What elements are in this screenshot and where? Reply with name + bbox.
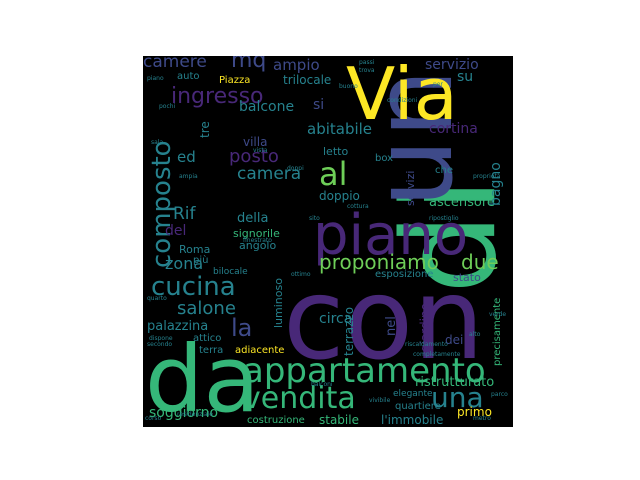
word-pochi: pochi bbox=[159, 103, 176, 110]
word-primo: primo bbox=[457, 405, 492, 419]
word-proprieta: proprietà bbox=[473, 173, 501, 180]
word-servizio: servizio bbox=[425, 57, 479, 73]
word-camera: camera bbox=[237, 164, 302, 184]
word-abitabile: abitabile bbox=[307, 120, 373, 138]
word-angolo: angolo bbox=[239, 239, 277, 252]
word-riscaldamento: riscaldamento bbox=[405, 341, 448, 348]
word-ampio: ampio bbox=[273, 56, 320, 74]
word-bagno: bagno bbox=[488, 162, 504, 206]
word-piazza: Piazza bbox=[219, 75, 251, 86]
word-una: una bbox=[431, 381, 484, 414]
word-residenziale: residenziale bbox=[177, 411, 213, 418]
word-sito: sito bbox=[309, 215, 320, 222]
word-elegante: elegante bbox=[393, 389, 433, 399]
word-corso: corso bbox=[145, 415, 162, 422]
word-cottura: cottura bbox=[347, 203, 369, 210]
word-cloud: di con da un Via piano appartamento vend… bbox=[143, 56, 513, 427]
word-esposizione: esposizione bbox=[375, 269, 434, 280]
word-precisamente: precisamente bbox=[492, 297, 503, 366]
word-trilocale: trilocale bbox=[283, 73, 332, 87]
word-circa: circa bbox=[319, 311, 353, 327]
word-quartiere: quartiere bbox=[395, 401, 441, 412]
word-villa: villa bbox=[243, 135, 268, 149]
word-finestrato: finestrato bbox=[243, 237, 272, 244]
word-del: del bbox=[165, 223, 187, 239]
word-alto: alto bbox=[469, 331, 481, 338]
word-adiacente: adiacente bbox=[235, 345, 285, 356]
word-vista: vista bbox=[253, 147, 268, 154]
word-rif: Rif bbox=[173, 204, 196, 224]
word-zona: zona bbox=[165, 254, 204, 273]
word-trova: trova bbox=[359, 67, 375, 74]
word-via: Via bbox=[346, 56, 458, 136]
word-nel: nel bbox=[384, 316, 399, 336]
word-metro: metro bbox=[473, 415, 491, 422]
word-passi: passi bbox=[359, 59, 375, 66]
word-bilocale: bilocale bbox=[213, 267, 248, 277]
word-che: che bbox=[435, 165, 453, 176]
word-condizioni: condizioni bbox=[387, 97, 418, 104]
word-piano-small: piano bbox=[147, 75, 164, 82]
word-proponiamo: proponiamo bbox=[319, 250, 439, 274]
word-auto: auto bbox=[177, 71, 200, 82]
word-ristrutturato: ristrutturato bbox=[415, 375, 495, 390]
word-cucina: cucina bbox=[151, 272, 236, 302]
word-per: per bbox=[433, 81, 443, 88]
word-vivibile: vivibile bbox=[369, 397, 391, 404]
word-ottimo: ottimo bbox=[291, 271, 311, 278]
word-palazzina: palazzina bbox=[147, 319, 209, 334]
word-quarto: quarto bbox=[147, 295, 167, 302]
word-buono: buono bbox=[339, 83, 358, 90]
word-servizi: servizi bbox=[404, 170, 417, 206]
word-luminoso: luminoso bbox=[272, 278, 285, 328]
word-box: box bbox=[375, 153, 394, 164]
word-piano: piano bbox=[313, 203, 469, 268]
word-terrazzo: terrazzo bbox=[342, 306, 356, 356]
word-stabile: stabile bbox=[319, 413, 359, 427]
word-su: su bbox=[457, 69, 474, 85]
word-soggiorno: soggiorno bbox=[149, 405, 219, 421]
word-cortina: cortina bbox=[429, 121, 478, 137]
word-composto: composto bbox=[147, 140, 177, 268]
word-ampia: ampia bbox=[179, 173, 198, 180]
word-letto: letto bbox=[323, 145, 349, 158]
word-tre: tre bbox=[198, 121, 212, 138]
word-appartamento: appartamento bbox=[243, 351, 486, 391]
word-mq: mq bbox=[231, 56, 267, 73]
word-sala: sala bbox=[151, 139, 164, 146]
word-balcone: balcone bbox=[239, 99, 295, 115]
word-parco: parco bbox=[491, 391, 508, 398]
word-ascensore: ascensore bbox=[429, 195, 495, 210]
word-vendita: vendita bbox=[243, 381, 356, 416]
word-la: la bbox=[231, 314, 253, 342]
word-attico: attico bbox=[193, 333, 222, 344]
word-al: al bbox=[319, 155, 348, 193]
word-dispone: dispone bbox=[149, 335, 173, 342]
word-ingresso: ingresso bbox=[171, 84, 264, 109]
word-ed: ed bbox=[177, 148, 196, 166]
word-si: si bbox=[313, 97, 325, 113]
word-camere: camere bbox=[143, 56, 207, 72]
word-da: da bbox=[145, 326, 260, 427]
word-roma: Roma bbox=[179, 243, 211, 256]
word-limmobile: l'immobile bbox=[381, 413, 444, 427]
word-costruzione: costruzione bbox=[247, 415, 305, 426]
word-completamente: completamente bbox=[413, 351, 461, 358]
word-dei: dei bbox=[445, 333, 464, 347]
word-doppi: doppi bbox=[287, 165, 304, 172]
word-doppio: doppio bbox=[319, 189, 360, 203]
word-secondo: secondo bbox=[147, 341, 173, 348]
word-due: due bbox=[461, 250, 499, 274]
word-con: con bbox=[283, 255, 485, 385]
word-posto: posto bbox=[229, 146, 279, 167]
word-piu: più bbox=[193, 255, 209, 266]
word-della: della bbox=[237, 211, 269, 226]
word-salone: salone bbox=[177, 298, 236, 319]
word-signorile: signorile bbox=[233, 227, 280, 240]
word-stato: stato bbox=[453, 271, 481, 284]
word-verde: verde bbox=[489, 311, 507, 318]
word-ripostiglio: ripostiglio bbox=[429, 215, 459, 222]
word-balconi: balconi bbox=[311, 381, 333, 388]
word-terra: terra bbox=[199, 345, 224, 356]
